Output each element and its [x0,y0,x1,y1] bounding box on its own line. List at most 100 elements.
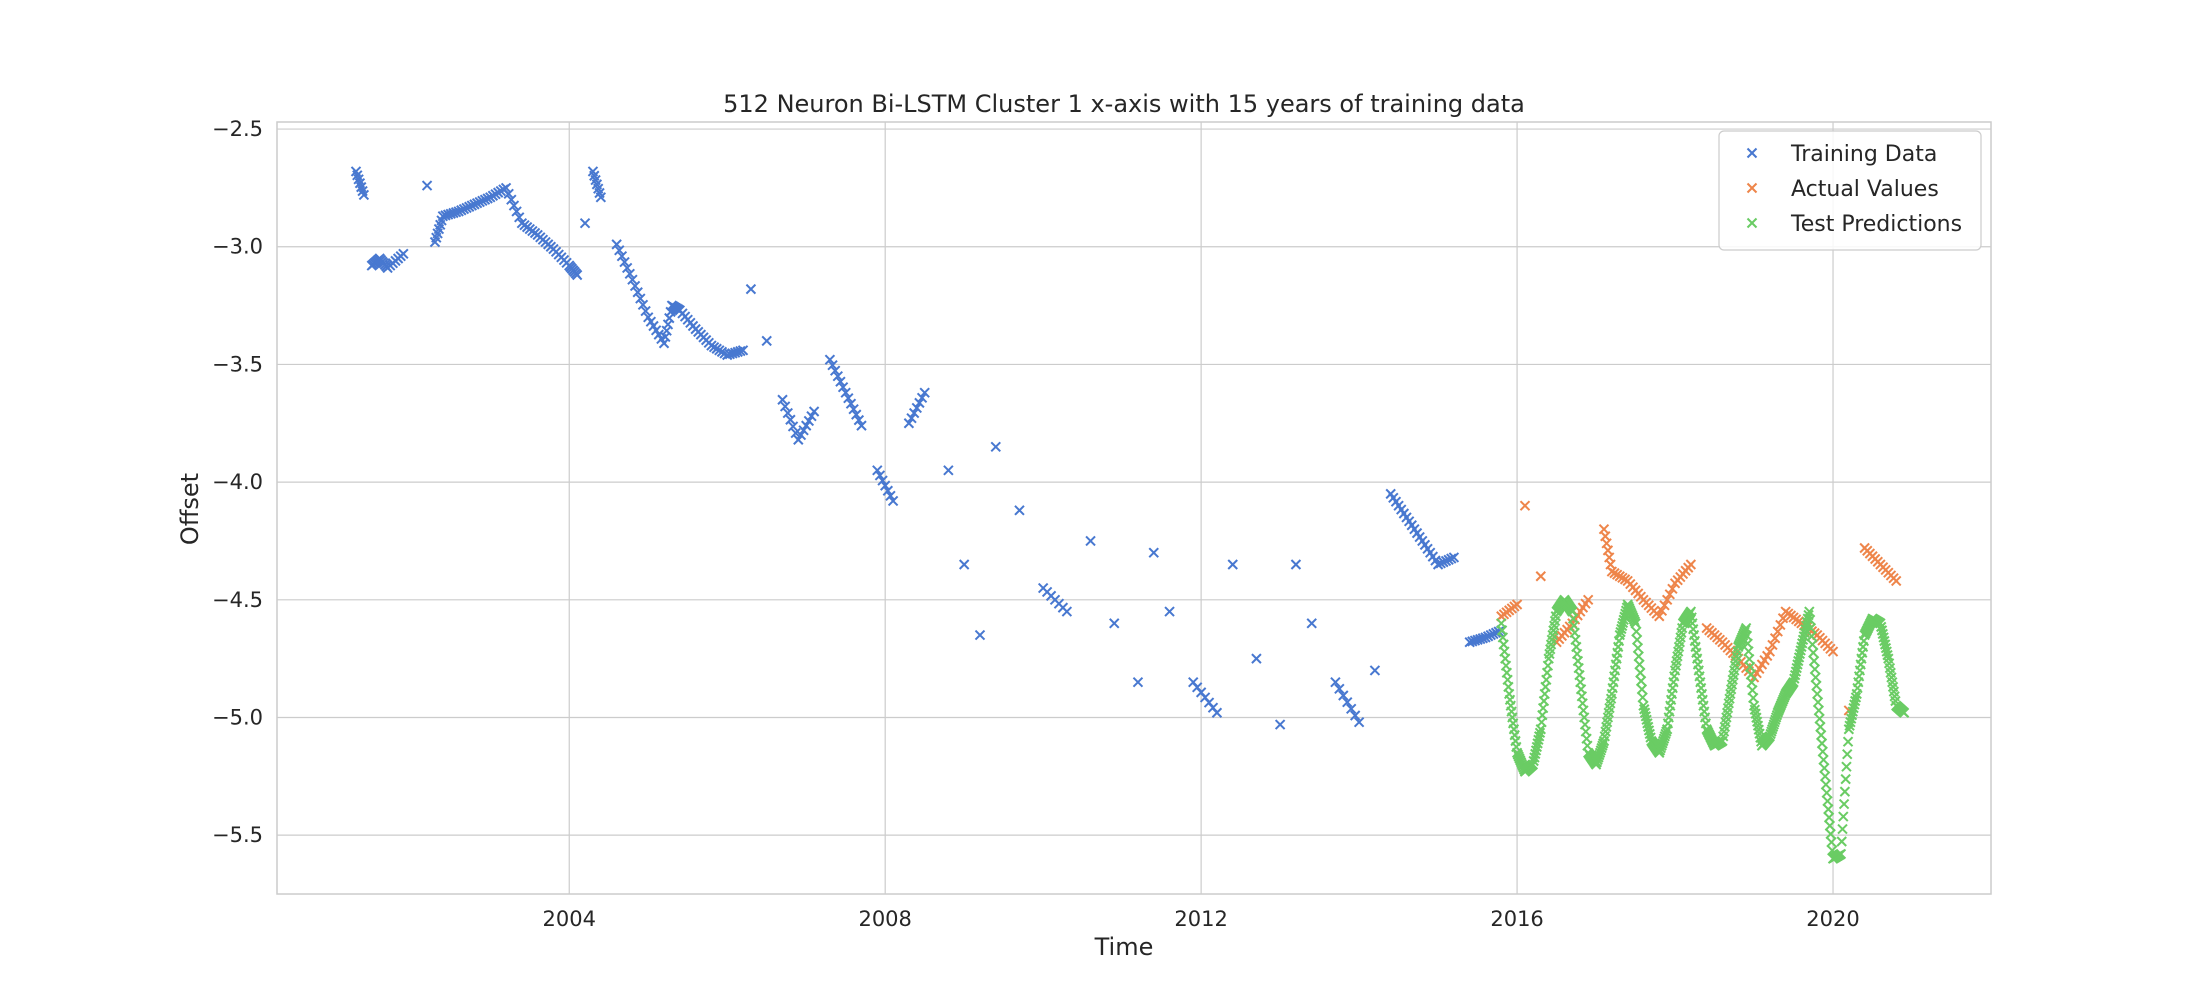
data-point [1338,690,1349,701]
data-point [1534,727,1546,738]
data-point [1775,619,1786,631]
data-point [1615,626,1626,638]
data-point [1617,617,1629,629]
data-point [832,370,844,382]
data-point [1369,665,1381,676]
data-point [914,397,925,409]
data-point [500,182,512,194]
data-point [1841,761,1852,772]
data-point [616,250,628,262]
data-point [851,409,862,420]
data-point [1818,754,1829,766]
data-point [1840,773,1851,785]
data-point [879,480,891,491]
data-point [843,392,854,404]
data-point [421,180,433,191]
data-point [745,283,757,295]
data-point [1836,836,1847,847]
data-point [1535,571,1546,582]
data-point [856,420,867,431]
data-point [1767,639,1778,651]
data-point [1822,795,1833,807]
data-point [1898,707,1910,718]
data-point [1349,710,1361,721]
data-point [1837,823,1848,835]
data-point [1227,559,1238,570]
data-point [1432,559,1444,570]
data-point [943,465,954,476]
data-point [508,200,520,211]
data-point [1808,647,1819,658]
data-point [1334,683,1345,695]
data-point [1769,633,1781,644]
x-tick-label: 2012 [1174,907,1227,931]
data-point [837,381,849,393]
data-point [1274,719,1286,730]
data-point [872,465,883,476]
data-point [906,412,917,424]
data-point [1835,848,1847,860]
data-point [1825,828,1836,840]
data-point [779,401,791,412]
data-point [1346,703,1357,715]
data-point [579,218,591,229]
data-point [477,195,488,207]
data-point [827,360,838,371]
data-point [635,293,646,304]
data-point [1635,667,1646,678]
data-point [1656,605,1668,616]
data-point [469,199,480,210]
data-point [1805,622,1817,634]
legend-label: Test Predictions [1790,212,1962,237]
data-point [1330,676,1341,688]
data-point [1659,600,1670,611]
data-point [611,239,622,250]
data-point [974,629,986,641]
data-point [474,196,485,208]
data-point [990,441,1001,453]
data-point [1435,558,1446,569]
data-point [1634,659,1645,670]
data-point [835,376,846,387]
data-point [621,262,633,274]
data-point [829,365,841,376]
data-point [506,194,517,205]
data-point [840,387,851,398]
data-point [1631,626,1642,637]
data-point [782,407,793,419]
data-point [1812,688,1823,700]
x-tick-label: 2004 [543,907,596,931]
data-point [1582,594,1594,605]
x-tick-label: 2016 [1490,907,1543,931]
data-point [1838,798,1850,810]
x-tick-label: 2008 [858,907,911,931]
data-point [503,188,514,199]
data-point [1632,642,1644,654]
data-point [1148,547,1159,558]
data-point [627,274,638,285]
data-point [1485,629,1496,641]
legend-marker [1746,217,1758,229]
data-point [1211,707,1223,718]
data-point [1809,664,1821,675]
data-point [1807,639,1818,650]
data-point [1614,629,1625,641]
data-point [619,256,630,268]
data-point [1823,804,1834,815]
data-point [1685,559,1697,570]
data-point [737,345,749,356]
legend-marker [1746,182,1758,194]
data-point [1814,713,1825,724]
y-tick-label: −2.5 [212,117,263,141]
data-point [1631,634,1643,646]
data-point [1821,787,1832,798]
data-point [903,418,915,429]
data-point [1630,618,1641,629]
data-point [463,201,475,212]
data-point [461,202,472,214]
data-point [595,192,607,203]
data-point [1085,535,1096,547]
data-point [1810,672,1821,683]
data-point [1488,628,1499,640]
